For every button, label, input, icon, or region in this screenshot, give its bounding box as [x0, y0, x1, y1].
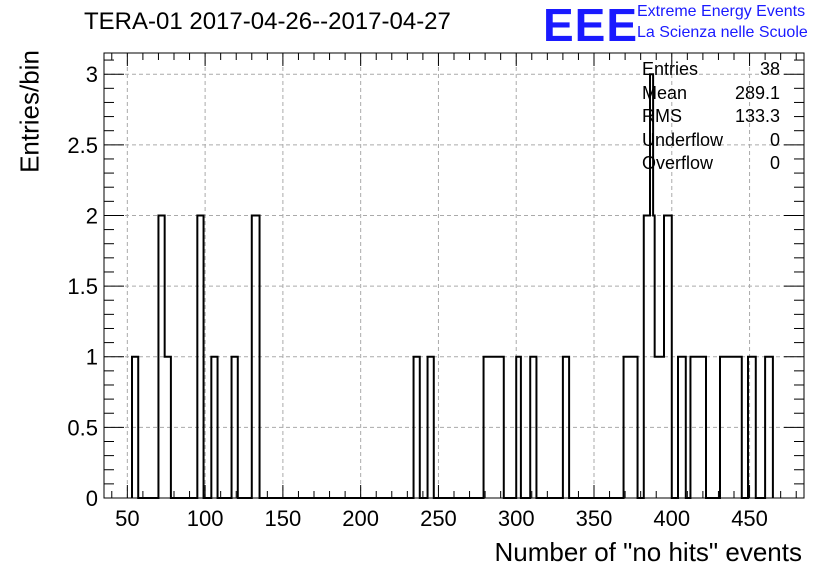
stats-row-rms: RMS 133.3 [642, 105, 780, 129]
histogram-step-path [131, 73, 774, 499]
stats-label: Mean [642, 82, 688, 103]
histogram-line [131, 73, 774, 499]
x-tick-label: 50 [115, 506, 139, 531]
x-tick-label: 450 [731, 506, 768, 531]
x-tick-label: 200 [342, 506, 379, 531]
x-axis-label: Number of "no hits" events [494, 537, 803, 567]
y-tick-label: 2.5 [67, 133, 98, 158]
stats-value: 0 [769, 153, 780, 173]
x-tick-label: 100 [187, 506, 224, 531]
stats-row-overflow: Overflow 0 [642, 152, 780, 176]
y-axis-label: Entries/bin [14, 50, 45, 173]
eee-logo: EEE [543, 0, 639, 51]
stats-box: Entries 38 Mean 289.1 RMS 133.3 Underflow 0 … [642, 58, 780, 176]
stats-value: 38 [759, 59, 780, 79]
logo-text-line2: La Scienza nelle Scuole [637, 24, 808, 41]
y-tick-label: 2 [86, 203, 98, 228]
logo-text-line1: Extreme Energy Events [637, 3, 806, 20]
stats-row-underflow: Underflow 0 [642, 129, 780, 153]
y-tick-label: 0 [86, 486, 98, 511]
x-tick-label: 350 [576, 506, 613, 531]
stats-row-entries: Entries 38 [642, 58, 780, 82]
stats-label: RMS [642, 106, 682, 126]
stats-value: 0 [769, 129, 780, 150]
stats-row-mean: Mean 289.1 [642, 82, 780, 106]
tick-labels: 50 100 150 200 250 300 350 400 450 0 0.5 1 1.5 2 2.5 3 [67, 62, 768, 531]
y-tick-label: 1 [86, 345, 98, 370]
stats-label: Overflow [642, 153, 714, 173]
x-tick-label: 250 [420, 506, 457, 531]
axes [103, 52, 805, 499]
stats-value: 133.3 [734, 106, 780, 126]
x-tick-label: 150 [265, 506, 302, 531]
stats-label: Entries [642, 59, 699, 79]
stats-value: 289.1 [734, 82, 780, 103]
y-tick-label: 1.5 [67, 274, 98, 299]
chart-title: TERA-01 2017-04-26--2017-04-27 [84, 8, 451, 35]
x-tick-label: 400 [653, 506, 690, 531]
grid [104, 53, 804, 498]
y-tick-label: 0.5 [67, 415, 98, 440]
y-tick-label: 3 [86, 62, 98, 87]
stats-label: Underflow [642, 129, 724, 150]
x-tick-label: 300 [498, 506, 535, 531]
